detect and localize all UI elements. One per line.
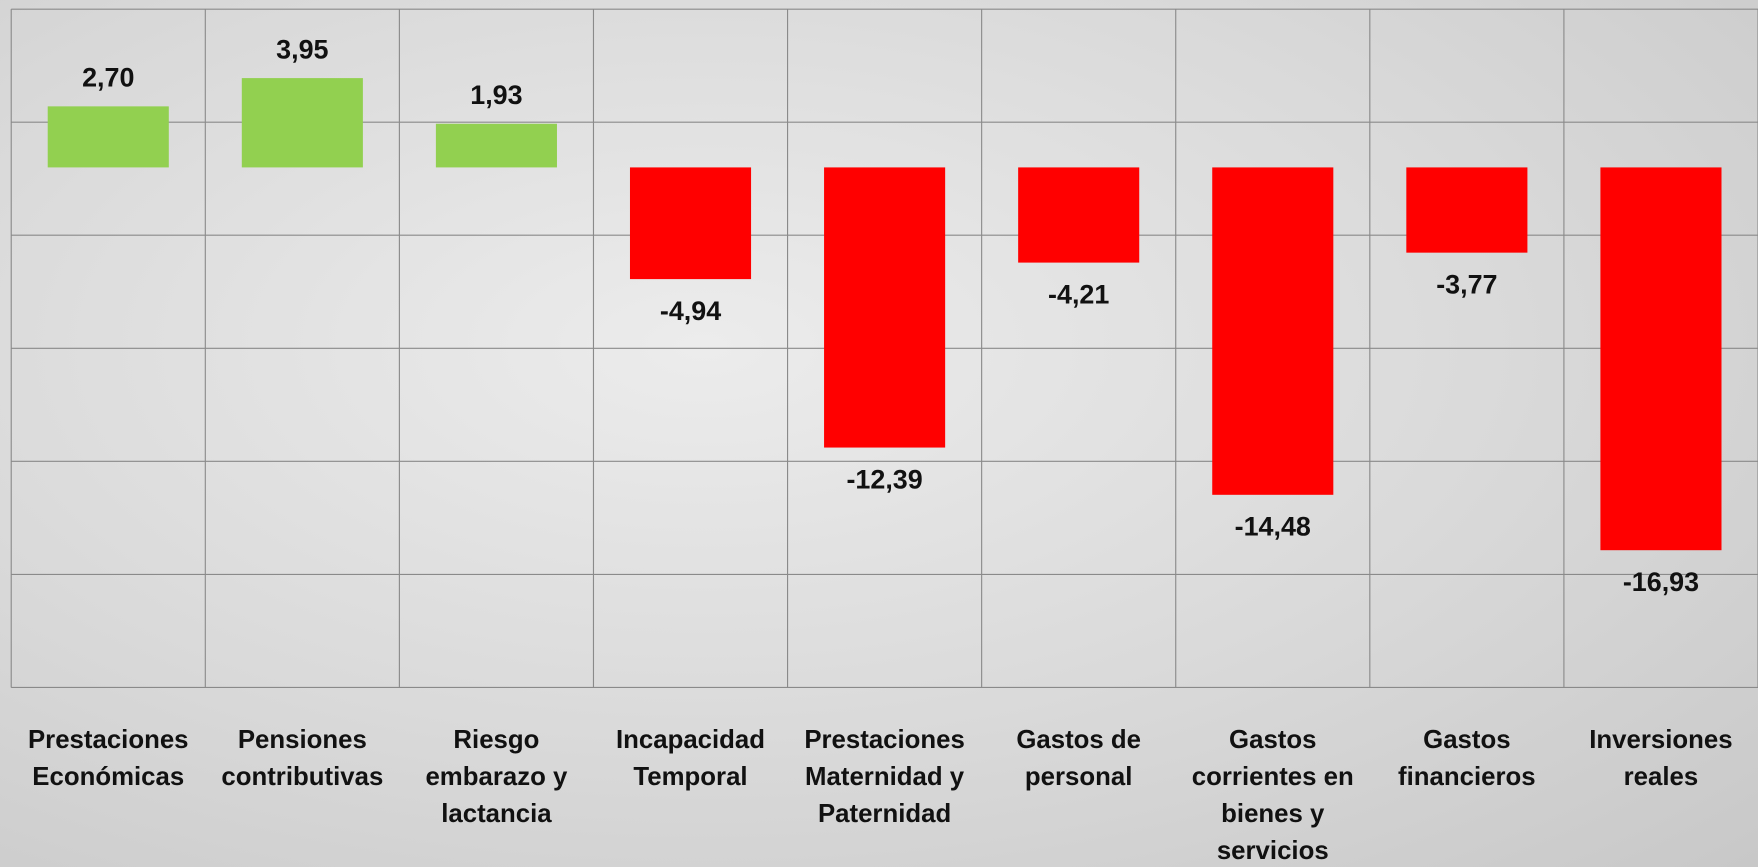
bar xyxy=(1018,167,1139,262)
x-tick-label-box: Riesgo embarazo y lactancia xyxy=(399,721,593,867)
x-tick-label: Gastos corrientes en bienes y servicios xyxy=(1176,721,1370,867)
x-tick-label-box: Inversiones reales xyxy=(1564,721,1758,867)
x-tick-label: Pensiones contributivas xyxy=(205,721,399,795)
chart: 2,70 Prestaciones Económicas 3,95 Pensiones… xyxy=(0,0,1758,867)
x-tick-label-box: Gastos financieros xyxy=(1370,721,1564,867)
x-tick-label-box: Pensiones contributivas xyxy=(205,721,399,867)
bar xyxy=(824,167,945,447)
x-tick-label-box: Prestaciones Maternidad y Paternidad xyxy=(788,721,982,867)
value-label: -3,77 xyxy=(1436,269,1497,299)
x-tick-label: Prestaciones Maternidad y Paternidad xyxy=(788,721,982,832)
x-tick-label-box: Prestaciones Económicas xyxy=(11,721,205,867)
value-label: 3,95 xyxy=(276,34,328,64)
x-tick-label: Inversiones reales xyxy=(1564,721,1758,795)
value-label: 1,93 xyxy=(470,80,522,110)
bar xyxy=(630,167,751,279)
value-label: -4,94 xyxy=(660,296,721,326)
value-label: -4,21 xyxy=(1048,279,1109,309)
x-tick-label-box: Incapacidad Temporal xyxy=(593,721,787,867)
bar xyxy=(1212,167,1333,494)
value-label: 2,70 xyxy=(82,63,134,93)
bar xyxy=(1406,167,1527,252)
x-tick-label-box: Gastos corrientes en bienes y servicios xyxy=(1176,721,1370,867)
value-label: -16,93 xyxy=(1623,567,1699,597)
x-tick-label: Gastos de personal xyxy=(982,721,1176,795)
bar xyxy=(48,106,169,167)
value-label: -14,48 xyxy=(1235,512,1311,542)
x-tick-label: Riesgo embarazo y lactancia xyxy=(399,721,593,832)
bar xyxy=(242,78,363,167)
x-tick-label: Prestaciones Económicas xyxy=(11,721,205,795)
x-tick-label: Gastos financieros xyxy=(1370,721,1564,795)
bar xyxy=(1600,167,1721,550)
value-label: -12,39 xyxy=(846,464,922,494)
x-tick-label-box: Gastos de personal xyxy=(982,721,1176,867)
bar xyxy=(436,124,557,168)
x-tick-label: Incapacidad Temporal xyxy=(593,721,787,795)
